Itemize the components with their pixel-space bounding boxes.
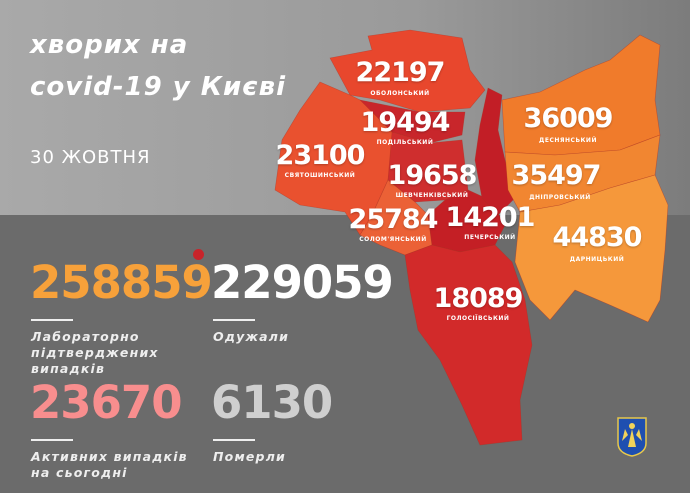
title-line-2: covid-19 у Києві <box>30 72 287 102</box>
kyiv-coat-of-arms-icon <box>617 417 647 457</box>
value-obolonskyi: 22197 <box>355 57 446 88</box>
divider <box>213 319 255 321</box>
label-desnianskyi: Деснянський <box>539 137 597 144</box>
confirmed-value: 258859 <box>30 256 213 309</box>
virus-icon <box>193 249 204 260</box>
confirmed-label-3: випадків <box>31 361 106 376</box>
divider <box>213 439 255 441</box>
active-label: Активних випадків на сьогодні <box>31 449 188 481</box>
active-label-1: Активних випадків <box>31 449 188 464</box>
district-darnytskyi <box>514 174 669 323</box>
label-shevchenkivskyi: Шевченківський <box>395 192 469 199</box>
recovered-label: Одужали <box>213 329 290 344</box>
active-value: 23670 <box>30 376 183 429</box>
value-holosiivskyi: 18089 <box>433 283 524 314</box>
value-desnianskyi: 36009 <box>523 103 614 134</box>
label-holosiivskyi: Голосіївський <box>446 315 510 322</box>
active-label-2: на сьогодні <box>31 465 128 480</box>
district-obolonskyi <box>329 29 486 113</box>
value-solomianskyi: 25784 <box>348 204 439 235</box>
district-holosiivskyi <box>404 244 533 446</box>
deaths-value: 6130 <box>211 376 333 429</box>
label-sviatoshynskyi: Святошинський <box>284 172 356 179</box>
label-dniprovskyi: Дніпровський <box>529 194 591 201</box>
confirmed-label: Лабораторно підтверджених випадків <box>31 329 159 377</box>
value-darnytskyi: 44830 <box>552 222 643 253</box>
label-solomianskyi: Солом'янський <box>359 236 427 243</box>
value-dniprovskyi: 35497 <box>511 160 602 191</box>
label-podilskyi: Подільський <box>376 139 434 146</box>
value-pecherskyi: 14201 <box>445 202 536 233</box>
confirmed-label-2: підтверджених <box>31 345 159 360</box>
dnipro-islands <box>474 87 516 216</box>
label-obolonskyi: Оболонський <box>370 90 430 97</box>
deaths-label: Померли <box>213 449 287 464</box>
title-line-1: хворих на <box>30 30 189 60</box>
label-darnytskyi: Дарницький <box>569 256 625 263</box>
label-pecherskyi: Печерський <box>464 234 516 241</box>
date: 30 ЖОВТНЯ <box>30 147 151 168</box>
value-podilskyi: 19494 <box>360 107 451 138</box>
divider <box>31 319 73 321</box>
value-shevchenkivskyi: 19658 <box>387 160 478 191</box>
recovered-value: 229059 <box>211 256 394 309</box>
confirmed-label-1: Лабораторно <box>31 329 140 344</box>
divider <box>31 439 73 441</box>
value-sviatoshynskyi: 23100 <box>275 140 366 171</box>
